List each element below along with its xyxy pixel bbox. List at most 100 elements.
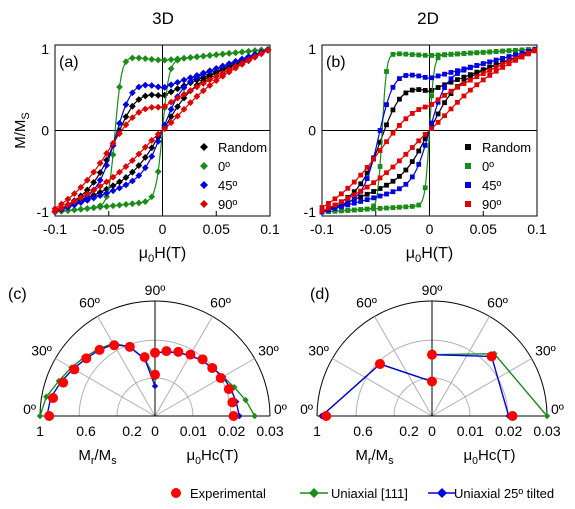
data-point (161, 83, 169, 91)
data-point (167, 113, 175, 121)
data-point (129, 157, 136, 164)
angle-label: 30º (535, 343, 556, 359)
y-tick-label: 0 (41, 123, 49, 139)
angle-label: 90º (145, 282, 166, 298)
data-point (180, 90, 188, 98)
data-point (506, 61, 512, 67)
data-point (467, 77, 473, 83)
data-point (161, 91, 169, 99)
data-point (403, 51, 409, 57)
legend-label: 0º (482, 159, 494, 174)
data-point (129, 102, 136, 110)
data-point (141, 105, 149, 113)
experimental-point (427, 376, 437, 387)
data-point (83, 196, 91, 204)
experimental-point (139, 352, 150, 363)
data-point (103, 189, 110, 197)
x-tick-label: 0 (426, 221, 434, 237)
data-point (403, 73, 409, 78)
experimental-point (109, 340, 120, 351)
experimental-point (124, 341, 135, 352)
mr-tick-label: 0.2 (122, 423, 142, 439)
experimental-point (223, 384, 234, 395)
data-point (141, 198, 149, 206)
data-point (193, 93, 201, 100)
x-tick-label: 0.05 (470, 221, 497, 237)
experimental-point (507, 411, 518, 421)
angle-label: 30º (258, 343, 279, 359)
data-point (77, 205, 85, 213)
data-point (480, 77, 486, 83)
data-point (245, 57, 252, 65)
data-point (122, 101, 130, 109)
data-point (474, 74, 480, 80)
data-point (358, 188, 364, 194)
data-point (371, 206, 376, 212)
data-point (187, 87, 194, 94)
data-point (212, 69, 220, 77)
data-point (442, 113, 447, 119)
data-point (487, 59, 493, 65)
data-point (232, 64, 239, 72)
series-90deg (319, 47, 538, 214)
data-point (122, 181, 130, 189)
data-point (180, 76, 188, 84)
data-point (358, 194, 364, 200)
data-point (487, 49, 493, 55)
data-point (390, 205, 396, 211)
data-point (532, 48, 538, 54)
data-point (442, 100, 447, 106)
data-point (58, 200, 65, 208)
data-point (109, 187, 117, 195)
data-point (206, 67, 214, 75)
data-point (167, 119, 175, 127)
experimental-point (321, 411, 332, 421)
data-point (148, 144, 156, 152)
data-point (90, 178, 98, 186)
model-line (431, 354, 510, 417)
panel-letter: (c) (8, 286, 27, 303)
data-point (416, 138, 422, 144)
data-point (480, 61, 486, 67)
legend-experimental-label: Experimental (190, 486, 266, 501)
data-point (384, 191, 389, 197)
data-point (116, 201, 123, 209)
data-point (351, 189, 357, 195)
data-point (193, 73, 201, 81)
data-point (174, 85, 181, 93)
data-point (141, 55, 149, 63)
data-point (64, 195, 72, 203)
data-point (422, 104, 428, 110)
data-point (397, 186, 402, 192)
data-point (251, 47, 259, 55)
data-point (435, 73, 441, 79)
data-point (77, 194, 85, 202)
data-point (129, 177, 136, 185)
data-point (116, 83, 123, 91)
data-point (390, 130, 396, 136)
data-point (397, 96, 402, 102)
data-point (90, 194, 98, 202)
data-point (448, 79, 454, 85)
experimental-point (150, 347, 160, 358)
angle-label: 30º (31, 343, 52, 359)
data-point (206, 82, 214, 89)
data-point (397, 51, 402, 57)
grid-ray (97, 316, 156, 417)
y-tick-label: -1 (304, 204, 317, 220)
hc-axis-label: μ0Hc(T) (464, 447, 516, 467)
data-point (480, 68, 486, 73)
data-point (409, 87, 415, 93)
data-point (403, 116, 409, 122)
data-point (442, 92, 447, 98)
data-point (480, 49, 486, 55)
legend-marker (200, 143, 208, 151)
data-point (174, 103, 181, 111)
model-line (431, 352, 548, 417)
data-point (135, 54, 143, 62)
data-point (397, 173, 402, 179)
data-point (403, 204, 409, 210)
data-point (332, 206, 338, 211)
